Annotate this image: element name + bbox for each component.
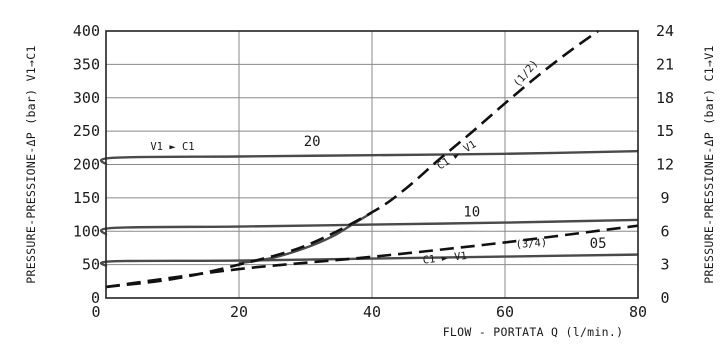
- plot-frame: [105, 30, 639, 299]
- y-tick-label-left: 400: [73, 22, 100, 40]
- annotation-label-5: (1/2): [511, 58, 541, 90]
- y-tick-label-right: 9: [660, 189, 669, 207]
- series-line-5: [105, 224, 639, 289]
- series-line-1: [99, 218, 639, 236]
- y-tick-label-right: 18: [656, 89, 674, 107]
- x-tick-label: 20: [230, 303, 248, 321]
- x-tick-label: 80: [629, 303, 647, 321]
- tick-labels: 0 20 40 60 800501001502002503003504000369121…: [73, 22, 674, 321]
- y-tick-label-left: 100: [73, 222, 100, 240]
- y-tick-label-right: 21: [656, 55, 674, 73]
- y-tick-label-right: 12: [656, 156, 674, 174]
- y-tick-label-left: 0: [91, 289, 100, 307]
- annotation-label-3: 05: [590, 236, 607, 252]
- y-tick-label-right: 0: [660, 289, 669, 307]
- y-axis-label-left: PRESSURE-PRESSIONE-ΔP (bar) V1→C1: [24, 45, 38, 283]
- y-tick-label-left: 350: [73, 55, 100, 73]
- annotation-label-2: 10: [463, 205, 480, 221]
- x-axis-label: FLOW - PORTATA Q (l/min.): [443, 325, 624, 339]
- y-tick-label-left: 50: [82, 256, 100, 274]
- y-tick-label-right: 3: [660, 256, 669, 274]
- annotation-label-1: 20: [304, 134, 321, 150]
- y-tick-label-left: 300: [73, 89, 100, 107]
- annotation-label-6: C1 ► V1: [422, 250, 467, 267]
- x-tick-label: 40: [363, 303, 381, 321]
- series-line-2: [99, 253, 639, 268]
- y-tick-label-left: 200: [73, 156, 100, 174]
- series-group: [99, 29, 639, 289]
- y-tick-label-right: 24: [656, 22, 674, 40]
- x-tick-label: 60: [496, 303, 514, 321]
- y-tick-label-left: 150: [73, 189, 100, 207]
- y-tick-label-right: 6: [660, 222, 669, 240]
- annotation-label-7: (3/4): [515, 237, 547, 251]
- y-tick-label-right: 15: [656, 122, 674, 140]
- series-line-0: [99, 149, 639, 166]
- series-line-3: [238, 211, 373, 265]
- series-line-4: [105, 29, 599, 289]
- annotation-label-0: V1 ► C1: [150, 141, 194, 153]
- y-axis-label-right: PRESSURE-PRESSIONE-ΔP (bar) C1→V1: [702, 45, 716, 283]
- y-tick-label-left: 250: [73, 122, 100, 140]
- x-tick-label: 0: [91, 303, 100, 321]
